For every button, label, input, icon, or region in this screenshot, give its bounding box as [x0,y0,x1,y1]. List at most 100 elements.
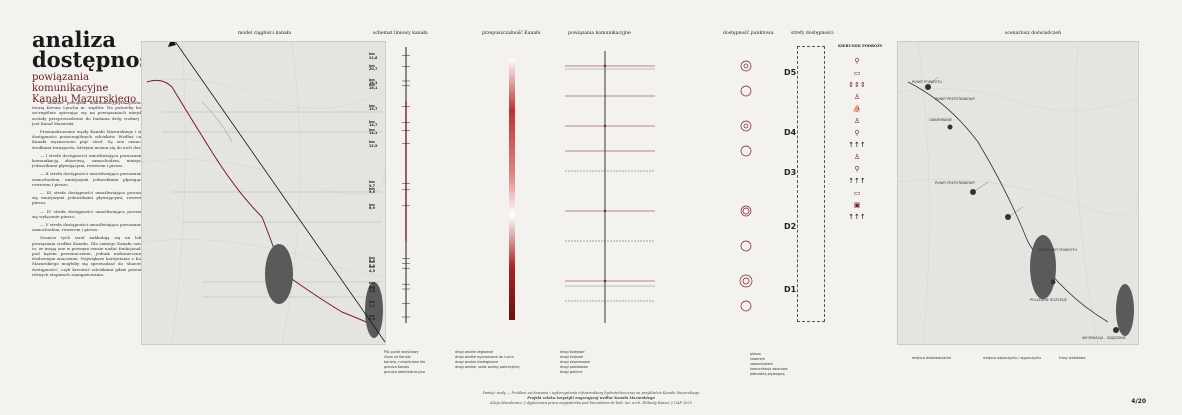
legend-item: drogi wodne wyznaczone do ruchu [455,355,514,359]
bicycle-icon: ⚲ [854,165,860,173]
continuity-map-svg [142,42,385,344]
scenario-map-svg [898,42,1138,344]
legend-item: komunikacja zbiorowa [750,367,788,371]
column-title-connections: powiązania komunikacyjne [568,31,631,36]
km-label: km 1,2 [369,300,376,308]
legend-right: drogi kolejowe drogi krajowe drogi ekspr… [560,350,590,375]
km-label: km 5,5 [369,255,376,263]
legend-item: granica Kanału [384,365,410,369]
walk-icon: ♙ [853,117,861,125]
legend-mid: drogi wodne żeglowne drogi wodne wyznacz… [455,350,520,370]
legend-item: drogi wodne nieżeglowne [455,360,499,364]
legend-item: drogi krajowe [560,355,584,359]
km-label: km 9,5 [369,186,376,195]
body-paragraph: — IV strefa dostępności umożliwiająca po… [32,208,150,219]
travel-direction-label: KIERUNEK PODRÓŻY [838,44,883,48]
boat-icon: ⛵ [852,105,862,113]
car-icon: ▭ [853,69,861,77]
km-label: km 14,7 [369,119,378,127]
km-label: km 21,6 [369,52,378,60]
linear-canal-schema [384,41,484,343]
connections-diagram [560,41,715,343]
legend-item: miejsca doświadczenia [912,356,951,360]
legend-item: bariera, ruina/ściana kła [384,360,426,364]
column-title-scenario: scenariusz doświadczeń [1005,31,1062,36]
connections-svg [565,51,655,323]
legend-item: miejsca odpoczynku i wypoczynku [983,356,1042,360]
legend-item: drogi kolejowe [560,350,585,354]
column-title-linear: schemat liniowy kanału [373,31,428,36]
transport-icons-column: ⚲ ▭ ⇕⇕⇕ ♙ ⛵ ♙ ⚲ ↑↑↑ ♙ ⚲ ↑↑↑ ▭ ▣ ↑↑↑ [843,55,871,325]
zone-label: D1 [784,285,797,294]
body-paragraph: Granice tych stref nakładają się na loka… [32,235,150,277]
body-paragraph: W analizie powiązań komunikacyjnych posł… [32,100,150,126]
arrows-icon: ↑↑↑ [848,177,866,185]
column-title-continuity: model ciągłości kanału [238,31,292,36]
km-label: km 12,9 [369,140,378,148]
km-label: km 9,7 [369,180,376,188]
footer-line: Alicja Maculewicz // dyplomowa praca mag… [490,401,692,405]
km-label: km 6,9 [369,202,376,211]
legend-item: drogi gminne [560,370,583,374]
page-title: analiza dostępności [32,27,173,72]
legend-item: drogi powiatowe [560,365,589,369]
bus-icon: ▣ [853,201,861,209]
legend-left: PIA punkt wejściowy śluza na Kanale bari… [384,350,425,375]
legend-item: jednostką pływającą [750,372,785,376]
page-number: 4/20 [1131,398,1146,405]
zone-label: D5 [784,68,797,77]
body-paragraph: — III strefa dostępności umożliwiająca p… [32,190,150,206]
body-text: W analizie powiązań komunikacyjnych posł… [32,100,150,280]
point-access-svg [739,60,753,312]
legend-item: trasy widokowe [1059,356,1086,360]
column-title-permeability: przepuszczalność Kanału [482,31,541,36]
scenario-label: POLLEDNIE ROZSTAJE [1030,298,1067,302]
legend-item: rowerem [750,357,765,361]
legend-item: samochodem [750,362,773,366]
canal-continuity-map [141,41,386,345]
body-paragraph: — V strefa dostępności umożliwiająca por… [32,222,150,233]
scenario-map [897,41,1139,345]
legend-item: drogi wodne żeglowne [455,350,494,354]
scenario-label: PUNKT PRZYSTANKOWY [935,97,975,101]
scenario-label: INFORMACJA - ODJĘZDNIE [1082,336,1126,340]
km-label: km 5,0 [369,260,376,268]
footer-line: Projekt szlaku turystyki angażującej wzd… [527,396,655,400]
scenario-label: DZIŚ PUNKT POWROTU [1038,248,1077,252]
permeability-gradient-bar [509,58,515,320]
km-label: km 4,5 [369,265,376,273]
zone-frame [797,46,825,322]
legend-item: śluza na Kanale [384,355,411,359]
point-access-column [734,41,764,343]
scenario-label: PUNKT POWROTU [912,80,942,84]
footer-line: Pamięć wody — Problem zachowania i wykor… [482,391,700,395]
bicycle-icon: ⚲ [854,57,860,65]
km-label: km 14,1 [369,127,378,135]
scenario-legend: miejsca doświadczenia miejsca odpoczynku… [912,356,1132,361]
zone-label: D4 [784,128,797,137]
scenario-label: ODKRYWANIE [929,118,952,122]
car-icon: ▭ [853,189,861,197]
legend-item: pieszo [750,352,761,356]
column-title-point-access: dostępność punktowa [723,31,774,36]
km-label-column: km 21,6 km 20,7 km 18,3 km 18,1 km 15,7 km 14… [369,41,484,343]
km-label: km 2,6 [369,286,376,294]
linear-schema-svg [402,47,410,323]
km-label: km 15,7 [369,103,378,111]
page-subtitle: powiązania komunikacyjne Kanału Mazurski… [32,72,137,105]
km-label: km 0,0 [369,314,376,322]
legend-item: drogi wodne, szlak wodny potencjalny [455,365,520,369]
arrows-icon: ⇕⇕⇕ [848,81,866,89]
body-paragraph: Przeanalizowane węzły Kanału Mazurskiego… [32,129,150,150]
km-label: km 18,3 [369,78,378,86]
arrows-icon: ↑↑↑ [848,141,866,149]
km-label: km 20,7 [369,63,378,71]
bicycle-icon: ⚲ [854,129,860,137]
column-title-zones: strefy dostępności [791,31,834,36]
body-paragraph: — I strefa dostępności umożliwiająca por… [32,152,150,169]
walk-icon: ♙ [853,93,861,101]
zone-label: D3 [784,168,797,177]
scenario-label: PUNKT PRZYSTANKOWY [935,181,975,185]
legend-icons: pieszo rowerem samochodem komunikacja zb… [750,352,788,377]
